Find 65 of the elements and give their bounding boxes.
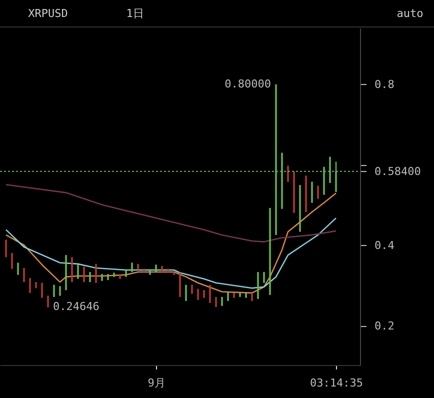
candlestick	[167, 268, 169, 274]
line-series	[5, 217, 337, 289]
line-series	[5, 184, 337, 242]
candlestick	[89, 271, 91, 283]
candlestick	[113, 272, 115, 278]
candlestick	[221, 296, 223, 306]
y-tick-label: 0.8	[374, 78, 394, 91]
candlestick	[137, 263, 139, 271]
candlestick	[209, 284, 211, 304]
candlestick	[107, 273, 109, 281]
x-tick-label: 9月	[148, 376, 166, 390]
candlestick	[41, 282, 43, 298]
candlestick	[185, 284, 187, 302]
candlestick	[11, 252, 13, 270]
candlestick	[227, 292, 229, 302]
candlestick	[71, 256, 73, 283]
candlestick	[197, 288, 199, 300]
candlestick	[203, 290, 205, 298]
candlestick	[299, 184, 301, 232]
candlestick	[155, 264, 157, 273]
text: XRPUSD	[28, 7, 68, 20]
candlestick	[233, 292, 235, 298]
candlestick	[17, 262, 19, 276]
candlestick	[101, 273, 103, 282]
y-tick-label: 0.4	[374, 238, 395, 252]
x-tick-label: 03:14:35	[310, 376, 363, 390]
candlestick	[245, 292, 247, 298]
candlestick	[311, 181, 313, 204]
candlestick	[65, 254, 67, 291]
candlestick	[305, 175, 307, 213]
annotation: 0.80000	[224, 77, 271, 90]
candlestick	[119, 274, 121, 280]
candlestick	[5, 239, 7, 258]
candlestick	[215, 296, 217, 308]
y-tick-label: 0.2	[374, 319, 394, 332]
text: 1日	[126, 7, 144, 20]
candlestick	[179, 272, 181, 298]
candlestick	[251, 292, 253, 302]
text: auto	[396, 7, 424, 20]
candlestick	[287, 165, 289, 182]
candlestick	[47, 295, 49, 308]
candlestick	[161, 265, 163, 274]
candlestick	[191, 284, 193, 294]
candlestick	[149, 269, 151, 276]
candlestick	[125, 269, 127, 278]
candlestick	[23, 267, 25, 283]
candlestick	[257, 271, 259, 300]
candlestick	[59, 285, 61, 296]
candlestick	[83, 266, 85, 283]
candlestick	[131, 262, 133, 273]
candlestick	[53, 284, 55, 298]
candlestick	[143, 268, 145, 274]
y-tick-label: 0.58400	[374, 164, 421, 178]
candlestick	[35, 281, 37, 289]
candlestick	[95, 263, 97, 284]
candlestick	[263, 271, 265, 284]
annotation: 0.24646	[53, 300, 100, 314]
candlestick	[77, 264, 79, 280]
candlestick	[269, 207, 271, 296]
candlestick	[239, 292, 241, 298]
candlestick	[29, 277, 31, 294]
candlestick	[293, 171, 295, 214]
candlestick	[173, 271, 175, 276]
line-series	[5, 192, 337, 294]
candlestick	[317, 185, 319, 200]
